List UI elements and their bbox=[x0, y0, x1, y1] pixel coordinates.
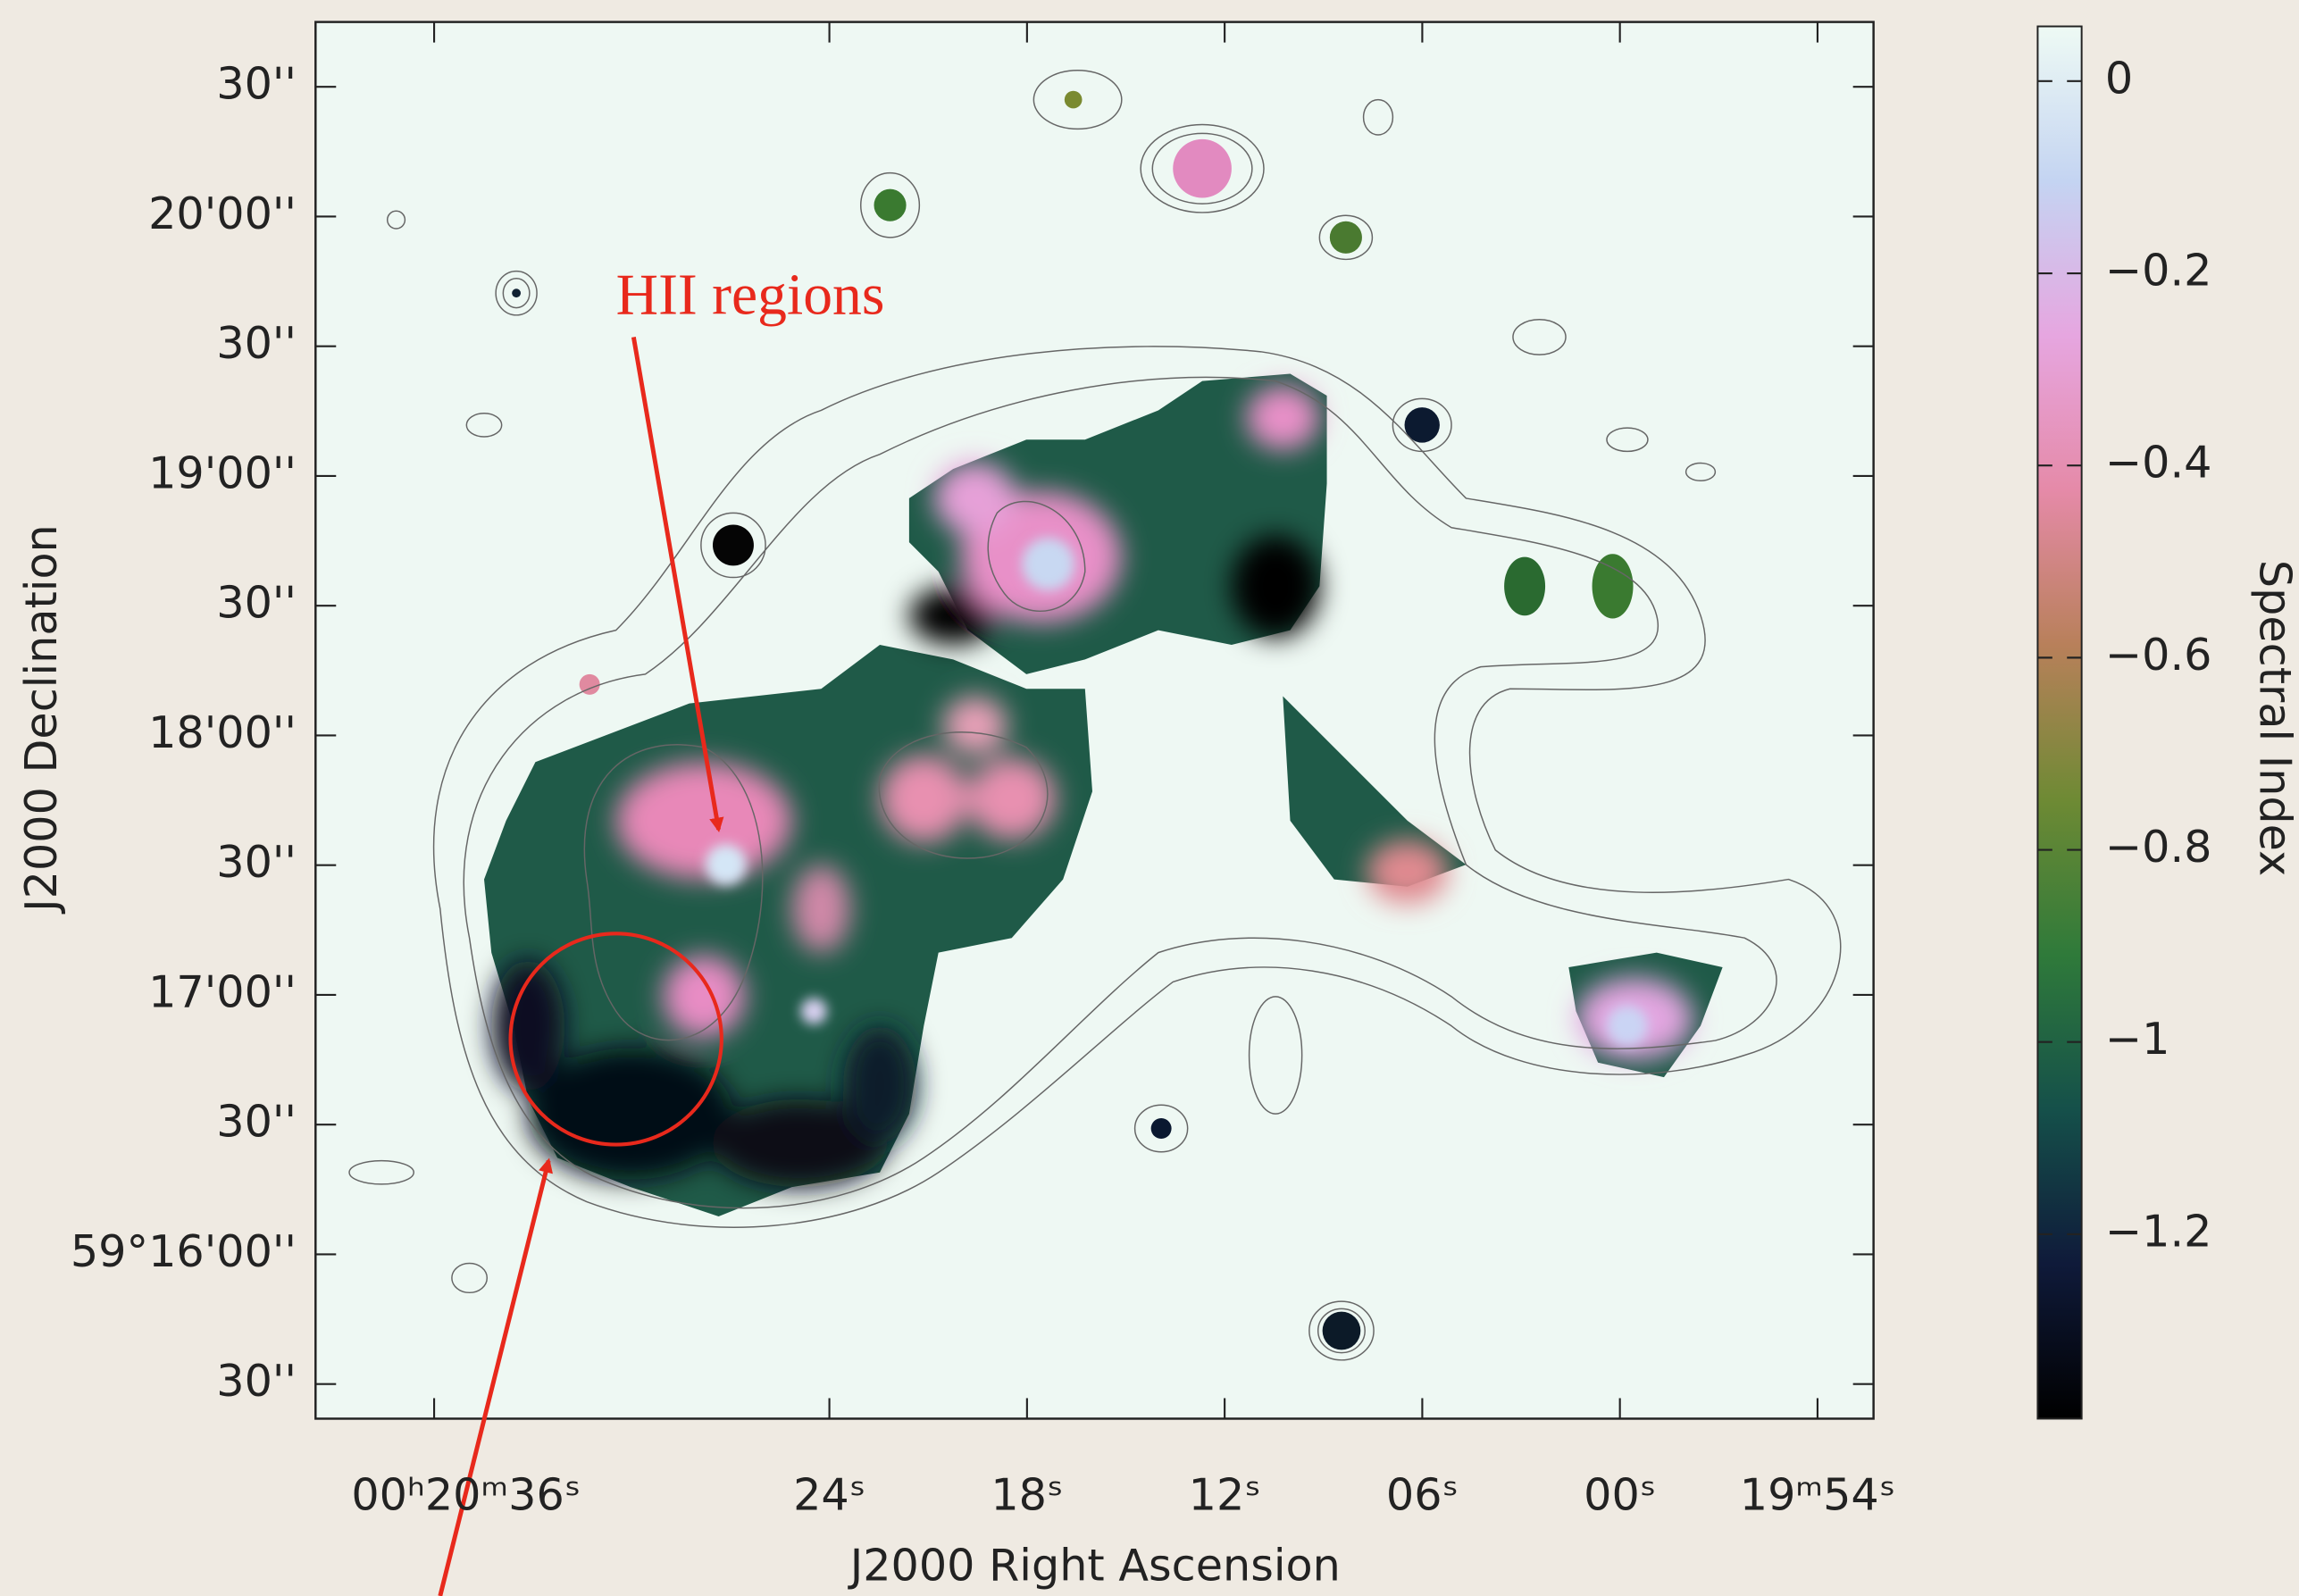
colorbar-tick-label: −0.4 bbox=[2105, 437, 2212, 489]
spectral-map bbox=[706, 844, 747, 885]
y-tick-label: 59°16'00'' bbox=[71, 1225, 297, 1277]
y-tick-label: 30'' bbox=[216, 58, 297, 110]
y-tick-label: 17'00'' bbox=[148, 965, 297, 1017]
y-tick-label: 30'' bbox=[216, 1096, 297, 1148]
page: {"chart_data": { "type": "image", "xlabe… bbox=[0, 0, 2299, 1596]
plot-area bbox=[315, 22, 1873, 1419]
x-tick-label: 12ˢ bbox=[1189, 1469, 1261, 1521]
x-axis-title: J2000 Right Ascension bbox=[848, 1539, 1341, 1591]
colorbar-tick-label: −1.2 bbox=[2105, 1205, 2212, 1257]
y-tick-label: 30'' bbox=[216, 836, 297, 888]
spectral-map bbox=[800, 998, 827, 1024]
x-tick-label: 06ˢ bbox=[1386, 1469, 1459, 1521]
spectral-map bbox=[616, 762, 792, 879]
spectral-map bbox=[1504, 557, 1545, 616]
colorbar-tick-label: 0 bbox=[2105, 52, 2133, 104]
colorbar-tick-label: −0.2 bbox=[2105, 245, 2212, 297]
spectral-map bbox=[1065, 91, 1083, 109]
spectral-map bbox=[880, 755, 967, 842]
y-tick-label: 19'00'' bbox=[148, 447, 297, 498]
colorbar-tick-label: −0.8 bbox=[2105, 821, 2212, 873]
spectral-map bbox=[663, 956, 745, 1038]
colorbar-tick-label: −0.6 bbox=[2105, 629, 2212, 681]
spectral-map bbox=[934, 462, 1016, 535]
colorbar-title: Spectral Index bbox=[2249, 560, 2299, 876]
y-axis-title: J2000 Declination bbox=[15, 524, 67, 915]
spectral-map bbox=[843, 1026, 916, 1143]
spectral-map bbox=[713, 524, 754, 565]
spectral-map bbox=[943, 696, 1007, 755]
y-tick-label: 30'' bbox=[216, 1355, 297, 1407]
y-tick-label: 20'00'' bbox=[148, 188, 297, 239]
y-tick-label: 18'00'' bbox=[148, 706, 297, 758]
spectral-map bbox=[1232, 535, 1319, 638]
spectral-map bbox=[1022, 538, 1074, 590]
colorbar bbox=[2037, 27, 2081, 1419]
spectral-map bbox=[1173, 139, 1232, 198]
spectral-map bbox=[1607, 1006, 1648, 1047]
spectral-map bbox=[1323, 1312, 1361, 1350]
x-tick-label: 19ᵐ54ˢ bbox=[1740, 1469, 1895, 1521]
chart: J2000 Right Ascension J2000 Declination … bbox=[0, 0, 2299, 1596]
x-tick-label: 00ʰ20ᵐ36ˢ bbox=[351, 1469, 581, 1521]
spectral-map bbox=[528, 1048, 733, 1180]
x-tick-label: 18ˢ bbox=[991, 1469, 1063, 1521]
y-tick-label: 30'' bbox=[216, 317, 297, 369]
spectral-map bbox=[1367, 840, 1449, 904]
colorbar-tick-label: −1 bbox=[2105, 1013, 2170, 1065]
spectral-map bbox=[1330, 221, 1362, 254]
y-tick-label: 30'' bbox=[216, 577, 297, 629]
annotation: HII regions bbox=[616, 263, 885, 327]
spectral-map bbox=[792, 865, 851, 952]
spectral-map bbox=[874, 189, 907, 221]
spectral-map bbox=[1593, 554, 1634, 618]
x-tick-label: 24ˢ bbox=[793, 1469, 865, 1521]
spectral-map bbox=[512, 288, 521, 297]
spectral-map bbox=[1151, 1118, 1172, 1139]
x-tick-label: 00ˢ bbox=[1584, 1469, 1656, 1521]
